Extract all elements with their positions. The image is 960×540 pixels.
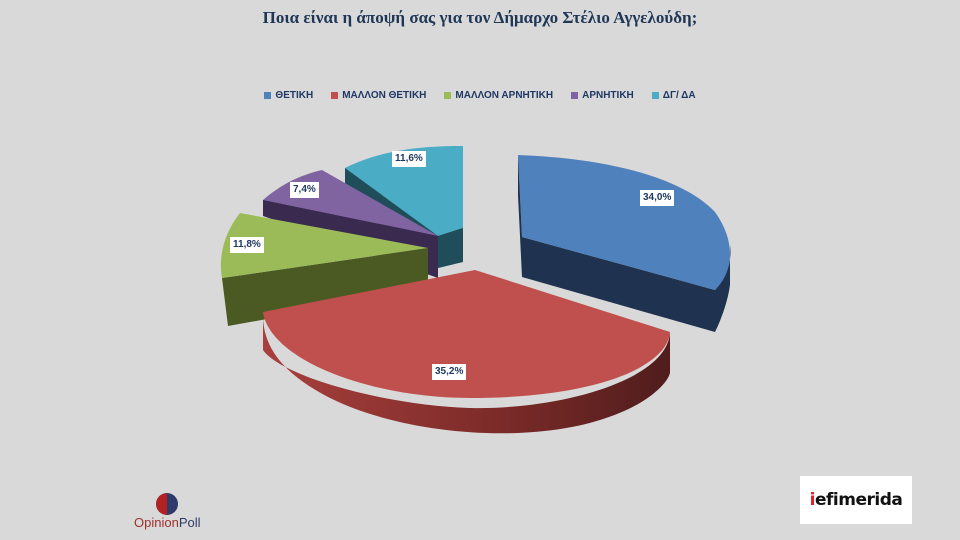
legend-item-mallon-arnitiki: ΜΑΛΛΟΝ ΑΡΝΗΤΙΚΗ [444, 90, 553, 101]
chart-title: Ποια είναι η άποψή σας για τον Δήμαρχο Σ… [262, 8, 698, 27]
data-label-dg-da: 11,6% [392, 151, 426, 167]
data-label-mallon-arnitiki: 11,8% [230, 237, 264, 253]
legend-swatch-icon [331, 92, 339, 99]
data-label-arnitiki: 7,4% [290, 182, 319, 198]
iefimerida-logo: i efimerida [800, 476, 912, 524]
legend-swatch-icon [444, 92, 452, 99]
opinionpoll-circle-icon [156, 493, 178, 515]
legend-label: ΑΡΝΗΤΙΚΗ [582, 90, 634, 101]
opinionpoll-logo: OpinionPoll [134, 488, 224, 538]
iefimerida-text: efimerida [814, 490, 903, 510]
legend-item-dg-da: ΔΓ/ ΔΑ [651, 90, 696, 101]
legend-swatch-icon [264, 92, 272, 99]
data-label-thetiki: 34,0% [640, 190, 675, 206]
legend-item-arnitiki: ΑΡΝΗΤΙΚΗ [571, 90, 634, 101]
data-label-mallon-thetiki: 35,2% [432, 364, 467, 380]
legend-swatch-icon [651, 92, 659, 99]
slice-mallon-arnitiki [220, 213, 428, 326]
iefimerida-i: i [809, 490, 816, 510]
legend-label: ΔΓ/ ΔΑ [662, 90, 696, 101]
slice-thetiki [518, 155, 731, 332]
legend-label: ΜΑΛΛΟΝ ΘΕΤΙΚΗ [342, 90, 427, 101]
legend-label: ΘΕΤΙΚΗ [275, 90, 314, 101]
legend-item-mallon-thetiki: ΜΑΛΛΟΝ ΘΕΤΙΚΗ [331, 90, 426, 101]
legend-item-thetiki: ΘΕΤΙΚΗ [264, 90, 313, 101]
chart-legend: ΘΕΤΙΚΗ ΜΑΛΛΟΝ ΘΕΤΙΚΗ ΜΑΛΛΟΝ ΑΡΝΗΤΙΚΗ ΑΡΝ… [0, 90, 960, 101]
slice-mallon-thetiki [262, 270, 670, 434]
legend-swatch-icon [571, 92, 579, 99]
opinionpoll-text: OpinionPoll [134, 515, 201, 530]
legend-label: ΜΑΛΛΟΝ ΑΡΝΗΤΙΚΗ [455, 90, 554, 101]
